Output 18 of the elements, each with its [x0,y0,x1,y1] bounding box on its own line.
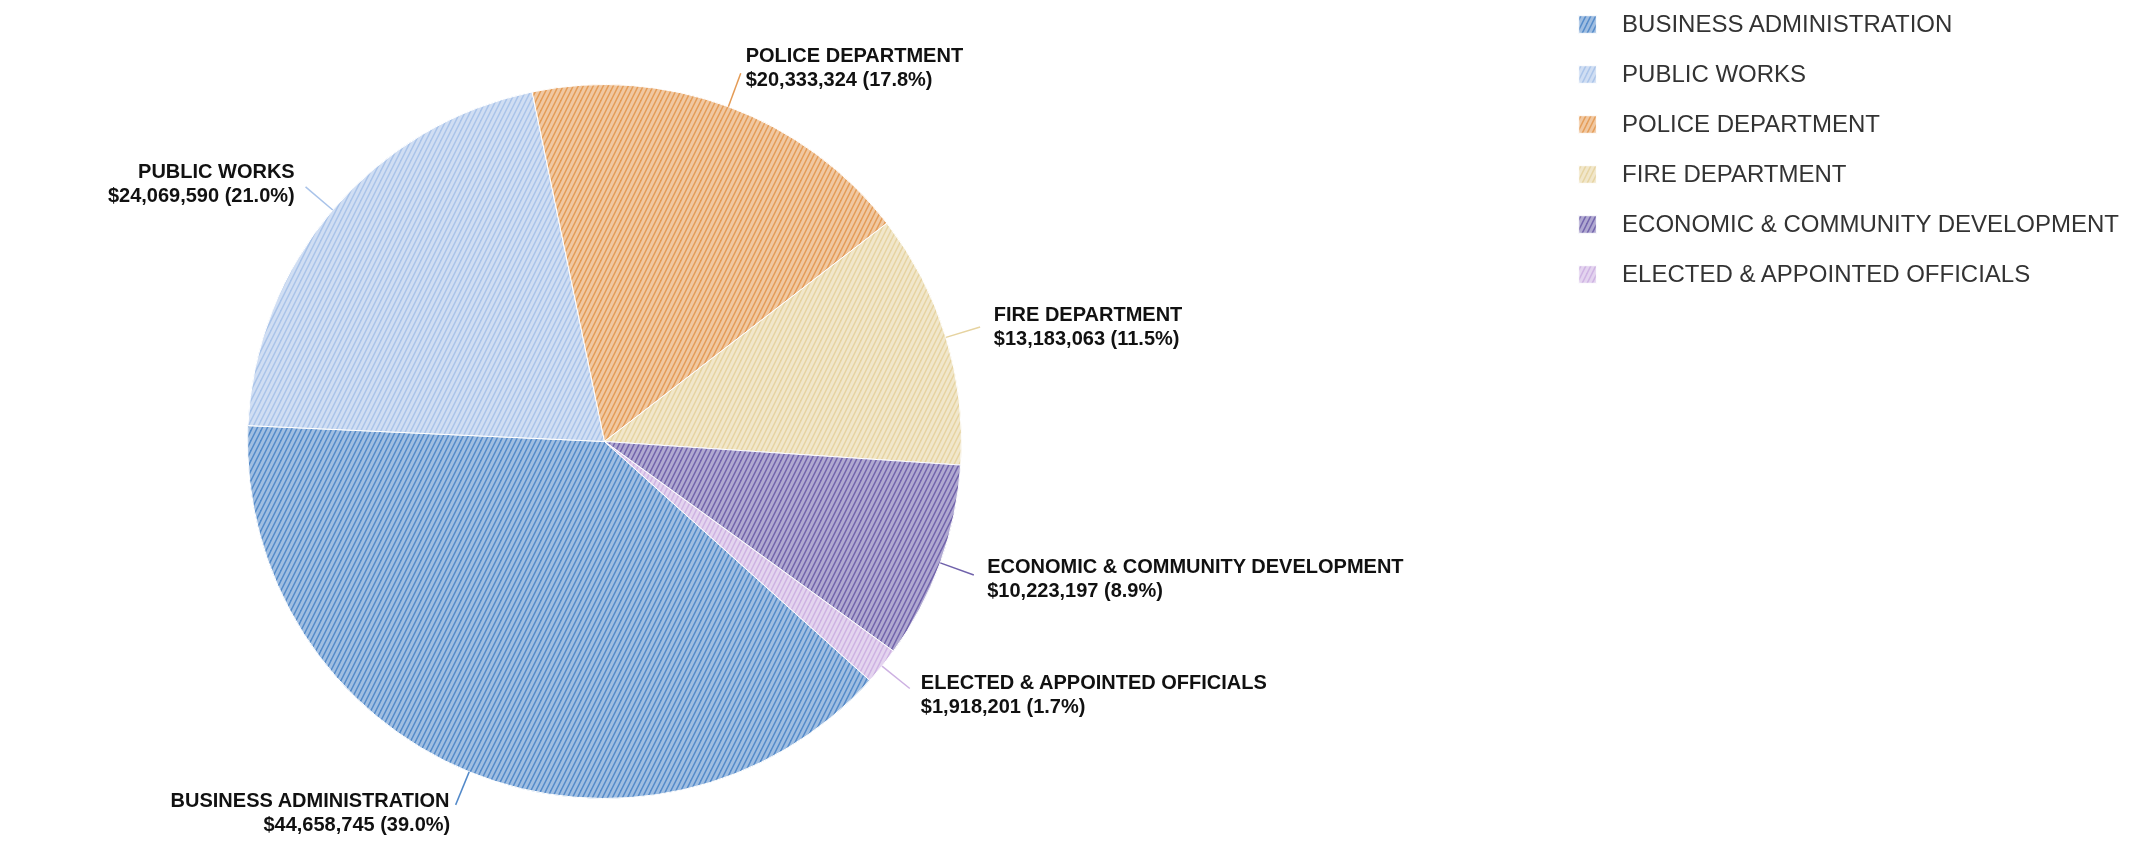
data-label: $10,223,197 (8.9%) [987,579,1163,602]
slice-label: POLICE DEPARTMENT [745,44,964,67]
legend-label: PUBLIC WORKS [1622,60,1807,88]
slice-label: PUBLIC WORKS [138,160,295,183]
slice-label: FIRE DEPARTMENT [993,302,1183,325]
data-label: $44,658,745 (39.0%) [263,813,451,836]
legend-label: FIRE DEPARTMENT [1622,160,1847,188]
legend-label: POLICE DEPARTMENT [1622,110,1880,138]
data-label: $20,333,324 (17.8%) [745,68,933,91]
slice-label: BUSINESS ADMINISTRATION [170,789,450,812]
data-label: $24,069,590 (21.0%) [107,184,295,207]
data-label: $1,918,201 (1.7%) [920,695,1086,718]
legend-label: BUSINESS ADMINISTRATION [1622,10,1953,38]
slice-label: ECONOMIC & COMMUNITY DEVELOPMENT [987,555,1404,578]
legend-label: ELECTED & APPOINTED OFFICIALS [1622,260,2031,288]
data-label: $13,183,063 (11.5%) [993,326,1180,349]
slice-label: ELECTED & APPOINTED OFFICIALS [920,671,1267,694]
legend-label: ECONOMIC & COMMUNITY DEVELOPMENT [1622,210,2119,238]
